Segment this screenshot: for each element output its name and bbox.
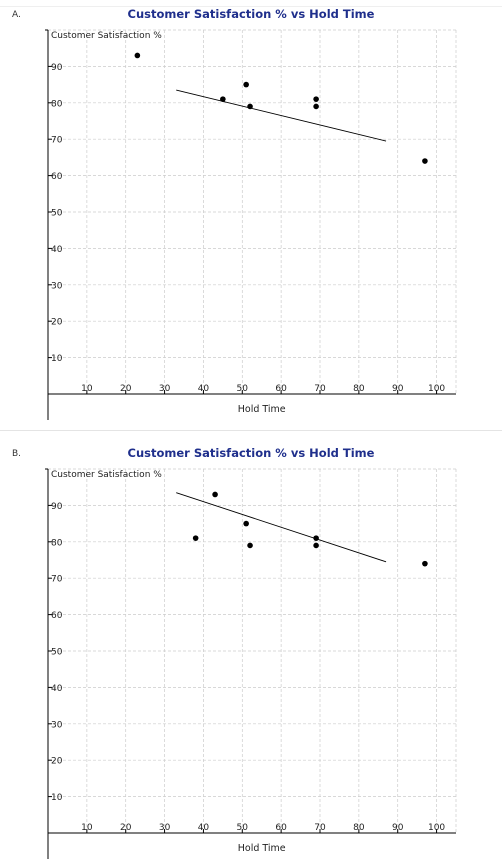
x-tick-label: 20 (120, 384, 132, 394)
scatter-chart-b: B. Customer Satisfaction % vs Hold Time 10… (12, 446, 457, 859)
data-point (243, 520, 249, 527)
x-tick-label: 90 (392, 823, 404, 833)
x-tick-label: 40 (198, 823, 210, 833)
y-tick-label: 50 (51, 648, 63, 658)
y-tick-label: 20 (51, 757, 63, 767)
x-tick-label: 10 (81, 823, 93, 833)
y-tick-label: 70 (51, 136, 63, 146)
x-tick-label: 50 (237, 823, 249, 833)
scatter-chart-a: A. Customer Satisfaction % vs Hold Time 10… (12, 7, 457, 420)
y-tick-label: 40 (51, 245, 63, 255)
x-axis-label: Hold Time (238, 404, 286, 415)
chart-title: Customer Satisfaction % vs Hold Time (128, 446, 375, 460)
y-tick-label: 10 (51, 354, 63, 364)
data-point (422, 560, 428, 567)
panel-letter: A. (12, 10, 21, 20)
data-point (422, 158, 428, 164)
y-tick-label: 10 (51, 793, 63, 803)
data-point (247, 542, 253, 549)
x-tick-label: 70 (314, 384, 326, 394)
data-point (192, 535, 199, 541)
y-tick-label: 80 (51, 538, 63, 548)
x-tick-label: 80 (353, 823, 365, 833)
y-tick-label: 90 (51, 63, 63, 73)
x-tick-label: 80 (353, 384, 365, 394)
y-tick-label: 60 (51, 172, 63, 182)
data-point (212, 491, 218, 498)
data-point (313, 96, 319, 102)
y-axis-label: Customer Satisfaction % (51, 470, 162, 480)
y-tick-label: 30 (51, 720, 63, 730)
y-axis-label: Customer Satisfaction % (51, 31, 162, 41)
x-tick-label: 30 (159, 823, 171, 833)
x-tick-label: 70 (314, 823, 326, 833)
x-tick-label: 60 (275, 823, 287, 833)
x-tick-label: 30 (159, 384, 171, 394)
y-tick-label: 70 (51, 575, 63, 585)
x-tick-label: 20 (120, 823, 132, 833)
chart-title: Customer Satisfaction % vs Hold Time (128, 7, 375, 21)
data-point (313, 103, 319, 110)
data-point (313, 542, 319, 549)
x-tick-label: 60 (275, 384, 287, 394)
y-tick-label: 40 (51, 684, 63, 694)
x-tick-label: 100 (428, 384, 445, 394)
trend-line (176, 89, 387, 142)
y-tick-label: 50 (51, 209, 63, 219)
top-separator (0, 6, 502, 7)
data-point (243, 81, 249, 88)
chart-panel-b: B. Customer Satisfaction % vs Hold Time 10… (0, 439, 502, 867)
data-point (220, 96, 226, 102)
x-axis-label: Hold Time (238, 843, 286, 854)
x-tick-label: 40 (198, 384, 210, 394)
x-tick-label: 90 (392, 384, 404, 394)
x-tick-label: 50 (237, 384, 249, 394)
data-point (247, 103, 253, 110)
y-tick-label: 20 (51, 318, 63, 328)
data-point (134, 52, 141, 59)
x-tick-label: 10 (81, 384, 93, 394)
chart-panel-a: A. Customer Satisfaction % vs Hold Time 10… (0, 0, 502, 428)
y-tick-label: 60 (51, 611, 63, 621)
trend-line (176, 492, 387, 563)
data-point (313, 535, 319, 541)
panel-divider (0, 430, 502, 431)
y-tick-label: 80 (51, 99, 63, 109)
y-tick-label: 30 (51, 281, 63, 291)
x-tick-label: 100 (428, 823, 445, 833)
y-tick-label: 90 (51, 502, 63, 512)
panel-letter: B. (12, 449, 21, 459)
